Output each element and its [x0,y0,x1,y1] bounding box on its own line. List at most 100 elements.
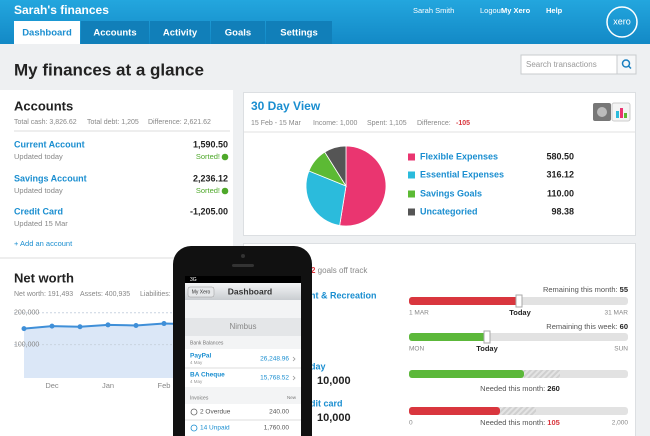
tab[interactable] [211,21,265,44]
account-name[interactable]: Current Account [14,139,85,149]
off-track-text: goals off track [315,266,368,275]
phone: 3G My Xero Dashboard Nimbus Bank Balances Pay… [173,246,312,436]
y-tick-label: 100,000 [14,341,39,348]
icon [597,107,607,117]
goal-name[interactable]: dit card [310,398,343,408]
goal-start: 1 MAR [409,310,429,317]
progress-fill [409,297,519,305]
my-xero-menu[interactable]: My Xero [501,6,531,15]
goal-status-value: 60 [620,322,628,331]
phone-back-button[interactable] [187,286,215,298]
legend-label[interactable]: Essential Expenses [420,169,504,179]
phone-speaker [232,264,254,267]
goal-amount: 10,000 [317,375,351,387]
tab-active[interactable] [14,21,80,44]
progress-fill [409,407,500,415]
spent: Spent: 1,105 [367,120,407,127]
difference-label: Difference: [417,120,451,127]
goal-today: Today [509,308,531,317]
progress-needed [500,407,536,415]
logout-link[interactable]: Logout [480,6,504,15]
pie-slice [324,145,347,188]
legend-label[interactable]: Savings Goals [420,188,482,198]
legend-swatch [408,171,415,179]
goal-name[interactable]: day [310,361,326,371]
tab-label[interactable]: Dashboard [22,28,72,39]
user-name[interactable]: Sarah Smith [413,6,454,15]
tab-label[interactable]: Settings [280,28,317,39]
progress-fill [409,333,487,341]
tab[interactable] [81,21,149,44]
net-worth-point [161,321,167,327]
phone-invoice-name[interactable]: 2 Overdue [200,409,231,416]
account-updated: Updated today [14,152,63,161]
tab[interactable] [150,21,210,44]
goal-status-value: 105 [547,418,560,427]
account-name[interactable]: Savings Account [14,173,87,183]
account-updated: Updated 15 Mar [14,219,68,228]
y-tick-label: 200,000 [14,310,39,317]
phone-carrier: 3G [190,277,197,283]
phone-section: Invoices [190,395,209,401]
tab[interactable] [266,21,332,44]
tab-label[interactable]: Goals [225,28,251,39]
goal-status-value: 260 [547,384,560,393]
account-summary: Total debt: 1,205 [87,119,139,126]
phone-org: Nimbus [229,322,256,331]
goal-status-label: Remaining this month: [543,285,620,294]
goal-start: 0 [409,420,413,427]
phone-new[interactable]: New [287,395,297,400]
tab-label[interactable]: Accounts [93,28,136,39]
phone-bank-date: 4 May [190,379,203,384]
legend-label[interactable]: Flexible Expenses [420,151,498,161]
goal-name[interactable]: nt & Recreation [310,290,377,300]
search-button[interactable] [616,54,637,75]
income: Income: 1,000 [313,120,357,127]
tab-label[interactable]: Activity [163,28,198,39]
goal-status: Remaining this week: 60 [546,322,628,331]
account-summary: Difference: 2,621.62 [148,119,211,126]
legend-swatch [408,208,415,216]
invoice-icon [190,424,198,432]
logo[interactable] [606,6,638,38]
phone-bank-name[interactable]: PayPal [190,353,212,360]
goal-start: MON [409,346,424,353]
help-menu[interactable]: Help [546,6,563,15]
goal-today: Today [476,344,498,353]
search-icon [621,59,631,68]
sorted-icon [221,187,229,195]
phone-back[interactable]: My Xero [192,289,211,295]
net-worth-point [105,322,111,328]
account-amount: -1,205.00 [190,206,228,216]
add-account-link[interactable]: + Add an account [14,239,73,248]
search-icon [627,65,632,70]
goal-status: Needed this month: 105 [480,418,560,427]
account-summary: Total cash: 3,826.62 [14,119,77,126]
search-placeholder[interactable]: Search transactions [526,60,597,69]
phone-status-bar [185,276,301,283]
account-name[interactable]: Credit Card [14,206,63,216]
page-title: My finances at a glance [14,60,204,79]
legend-label[interactable]: Uncategoried [420,206,478,216]
account-status: Sorted! [196,152,220,161]
thirty-day-panel [243,92,636,236]
goal-status-label: Needed this month: [480,418,547,427]
icon [616,111,619,118]
net-worth-area [24,322,220,378]
phone-invoice-amount: 240.00 [269,409,289,416]
net-worth-point [77,324,83,330]
logo-text: xero [613,16,631,26]
pie-slice [339,145,387,227]
goal-status: Needed this month: 260 [480,384,560,393]
phone-bank-name[interactable]: BA Cheque [190,372,225,379]
progress-needed [524,370,560,378]
phone-camera [241,254,245,258]
phone-org-band [185,318,301,336]
net-worth-point [49,323,55,329]
goal-end: SUN [614,346,628,353]
chevron [292,375,296,381]
phone-invoice-name[interactable]: 14 Unpaid [200,425,230,432]
